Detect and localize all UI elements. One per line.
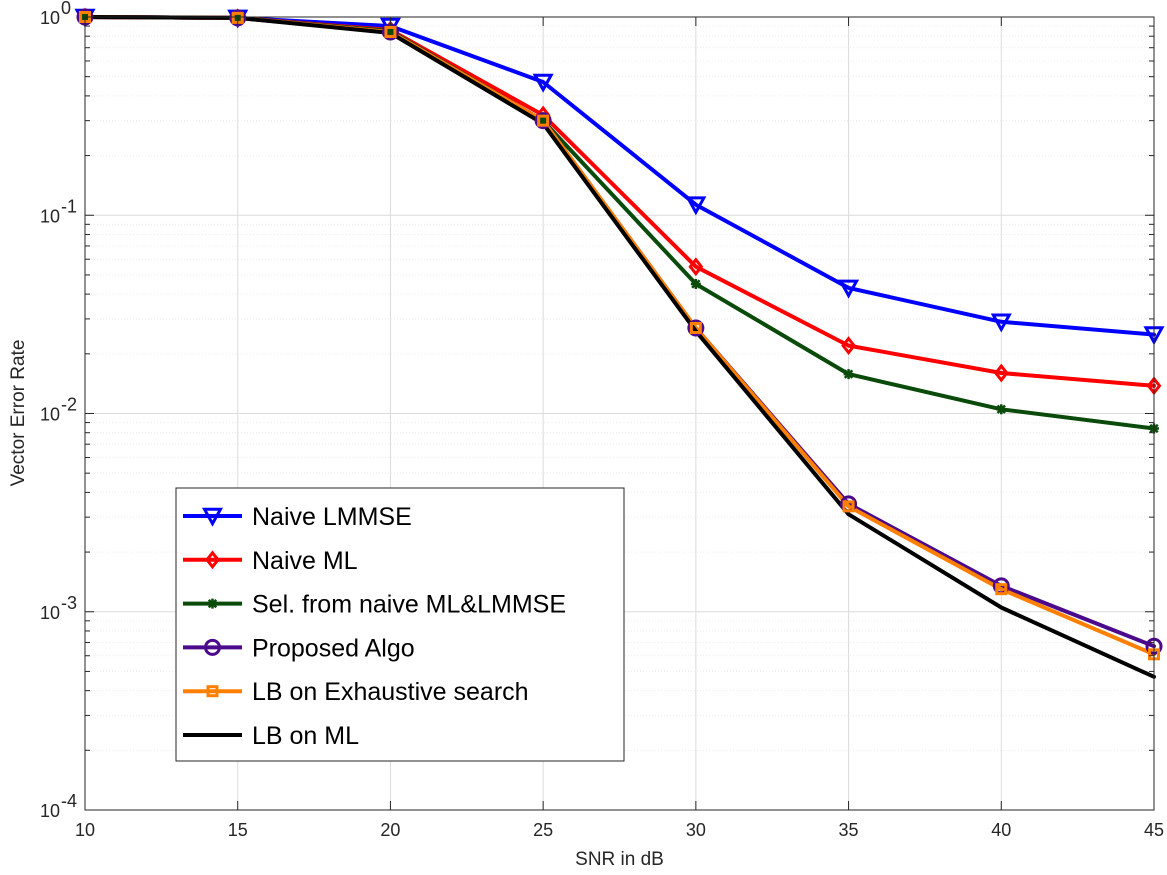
asterisk-stroke bbox=[538, 116, 548, 126]
x-tick-label: 10 bbox=[75, 820, 95, 840]
legend-item-lb-on-ml: LB on ML bbox=[183, 722, 359, 750]
point-naive-lmmse bbox=[838, 279, 860, 299]
legend-swatch-marker bbox=[204, 638, 221, 656]
x-tick-labels: 10 15 20 25 30 35 40 45 bbox=[75, 820, 1164, 840]
x-tick-label: 20 bbox=[380, 820, 400, 840]
series-line-lb-on-ml bbox=[83, 15, 1156, 679]
x-tick-label: 45 bbox=[1144, 820, 1164, 840]
point-naive-ml bbox=[993, 363, 1009, 383]
point-lb-on-exhaustive-search bbox=[689, 321, 702, 334]
legend-box bbox=[175, 487, 625, 762]
y-tick-label: 10 bbox=[40, 8, 60, 28]
y-axis-label: Vector Error Rate bbox=[8, 340, 29, 487]
asterisk-stroke bbox=[996, 404, 1006, 414]
asterisk-stroke bbox=[207, 598, 218, 609]
legend-item-naive-lmmse: Naive LMMSE bbox=[183, 503, 412, 531]
x-tick-label: 25 bbox=[533, 820, 553, 840]
point-lb-on-exhaustive-search bbox=[995, 583, 1008, 596]
legend-swatch-marker bbox=[205, 550, 220, 570]
point-sel-from-naive-ml-lmmse bbox=[690, 279, 701, 290]
y-tick-label-exponent: -2 bbox=[61, 395, 77, 415]
point-sel-from-naive-ml-lmmse bbox=[996, 404, 1007, 415]
x-tick-label: 15 bbox=[228, 820, 248, 840]
legend-item-sel-from-naive-ml-lmmse: Sel. from naive ML&LMMSE bbox=[183, 591, 566, 619]
legend-item-lb-on-exhaustive-search: LB on Exhaustive search bbox=[183, 678, 529, 706]
legend-label: LB on ML bbox=[252, 722, 359, 750]
point-naive-lmmse bbox=[685, 196, 707, 216]
y-tick-label: 10 bbox=[40, 801, 60, 821]
legend-swatch-marker bbox=[201, 507, 224, 527]
legend-label: Naive LMMSE bbox=[252, 503, 412, 531]
y-tick-label-exponent: -1 bbox=[61, 196, 77, 216]
legend-label: Sel. from naive ML&LMMSE bbox=[252, 591, 566, 619]
axis-ticks bbox=[84, 16, 1155, 811]
y-tick-label: 10 bbox=[40, 206, 60, 226]
y-tick-label-exponent: -3 bbox=[61, 593, 77, 613]
x-axis-label: SNR in dB bbox=[575, 849, 664, 870]
y-tick-label-exponent: -4 bbox=[61, 791, 77, 811]
legend: Naive LMMSE Naive ML Sel. from naive ML&LM… bbox=[175, 487, 625, 762]
legend-label: Proposed Algo bbox=[252, 634, 415, 662]
legend-swatch-marker bbox=[207, 598, 218, 609]
legend-swatch-marker bbox=[206, 685, 219, 698]
x-tick-label: 35 bbox=[839, 820, 859, 840]
point-lb-on-exhaustive-search bbox=[384, 26, 397, 39]
x-tick-label: 40 bbox=[991, 820, 1011, 840]
y-tick-label: 10 bbox=[40, 405, 60, 425]
point-naive-ml bbox=[688, 257, 704, 277]
legend-label: Naive ML bbox=[252, 547, 358, 575]
point-lb-on-exhaustive-search bbox=[537, 114, 550, 127]
point-naive-lmmse bbox=[990, 313, 1012, 333]
point-proposed-algo bbox=[534, 112, 552, 130]
point-proposed-algo bbox=[687, 319, 705, 337]
series-lines bbox=[83, 15, 1156, 679]
asterisk-stroke bbox=[691, 279, 701, 289]
legend-item-proposed-algo: Proposed Algo bbox=[183, 634, 415, 662]
asterisk-stroke bbox=[843, 369, 854, 379]
point-lb-on-exhaustive-search bbox=[842, 500, 855, 513]
y-tick-label-exponent: 0 bbox=[61, 0, 71, 18]
x-tick-label: 30 bbox=[686, 820, 706, 840]
legend-item-naive-ml: Naive ML bbox=[183, 547, 358, 575]
point-sel-from-naive-ml-lmmse bbox=[843, 369, 854, 380]
y-tick-label: 10 bbox=[40, 603, 60, 623]
legend-label: LB on Exhaustive search bbox=[252, 678, 529, 706]
point-naive-ml bbox=[841, 336, 856, 356]
point-naive-lmmse bbox=[532, 73, 554, 93]
